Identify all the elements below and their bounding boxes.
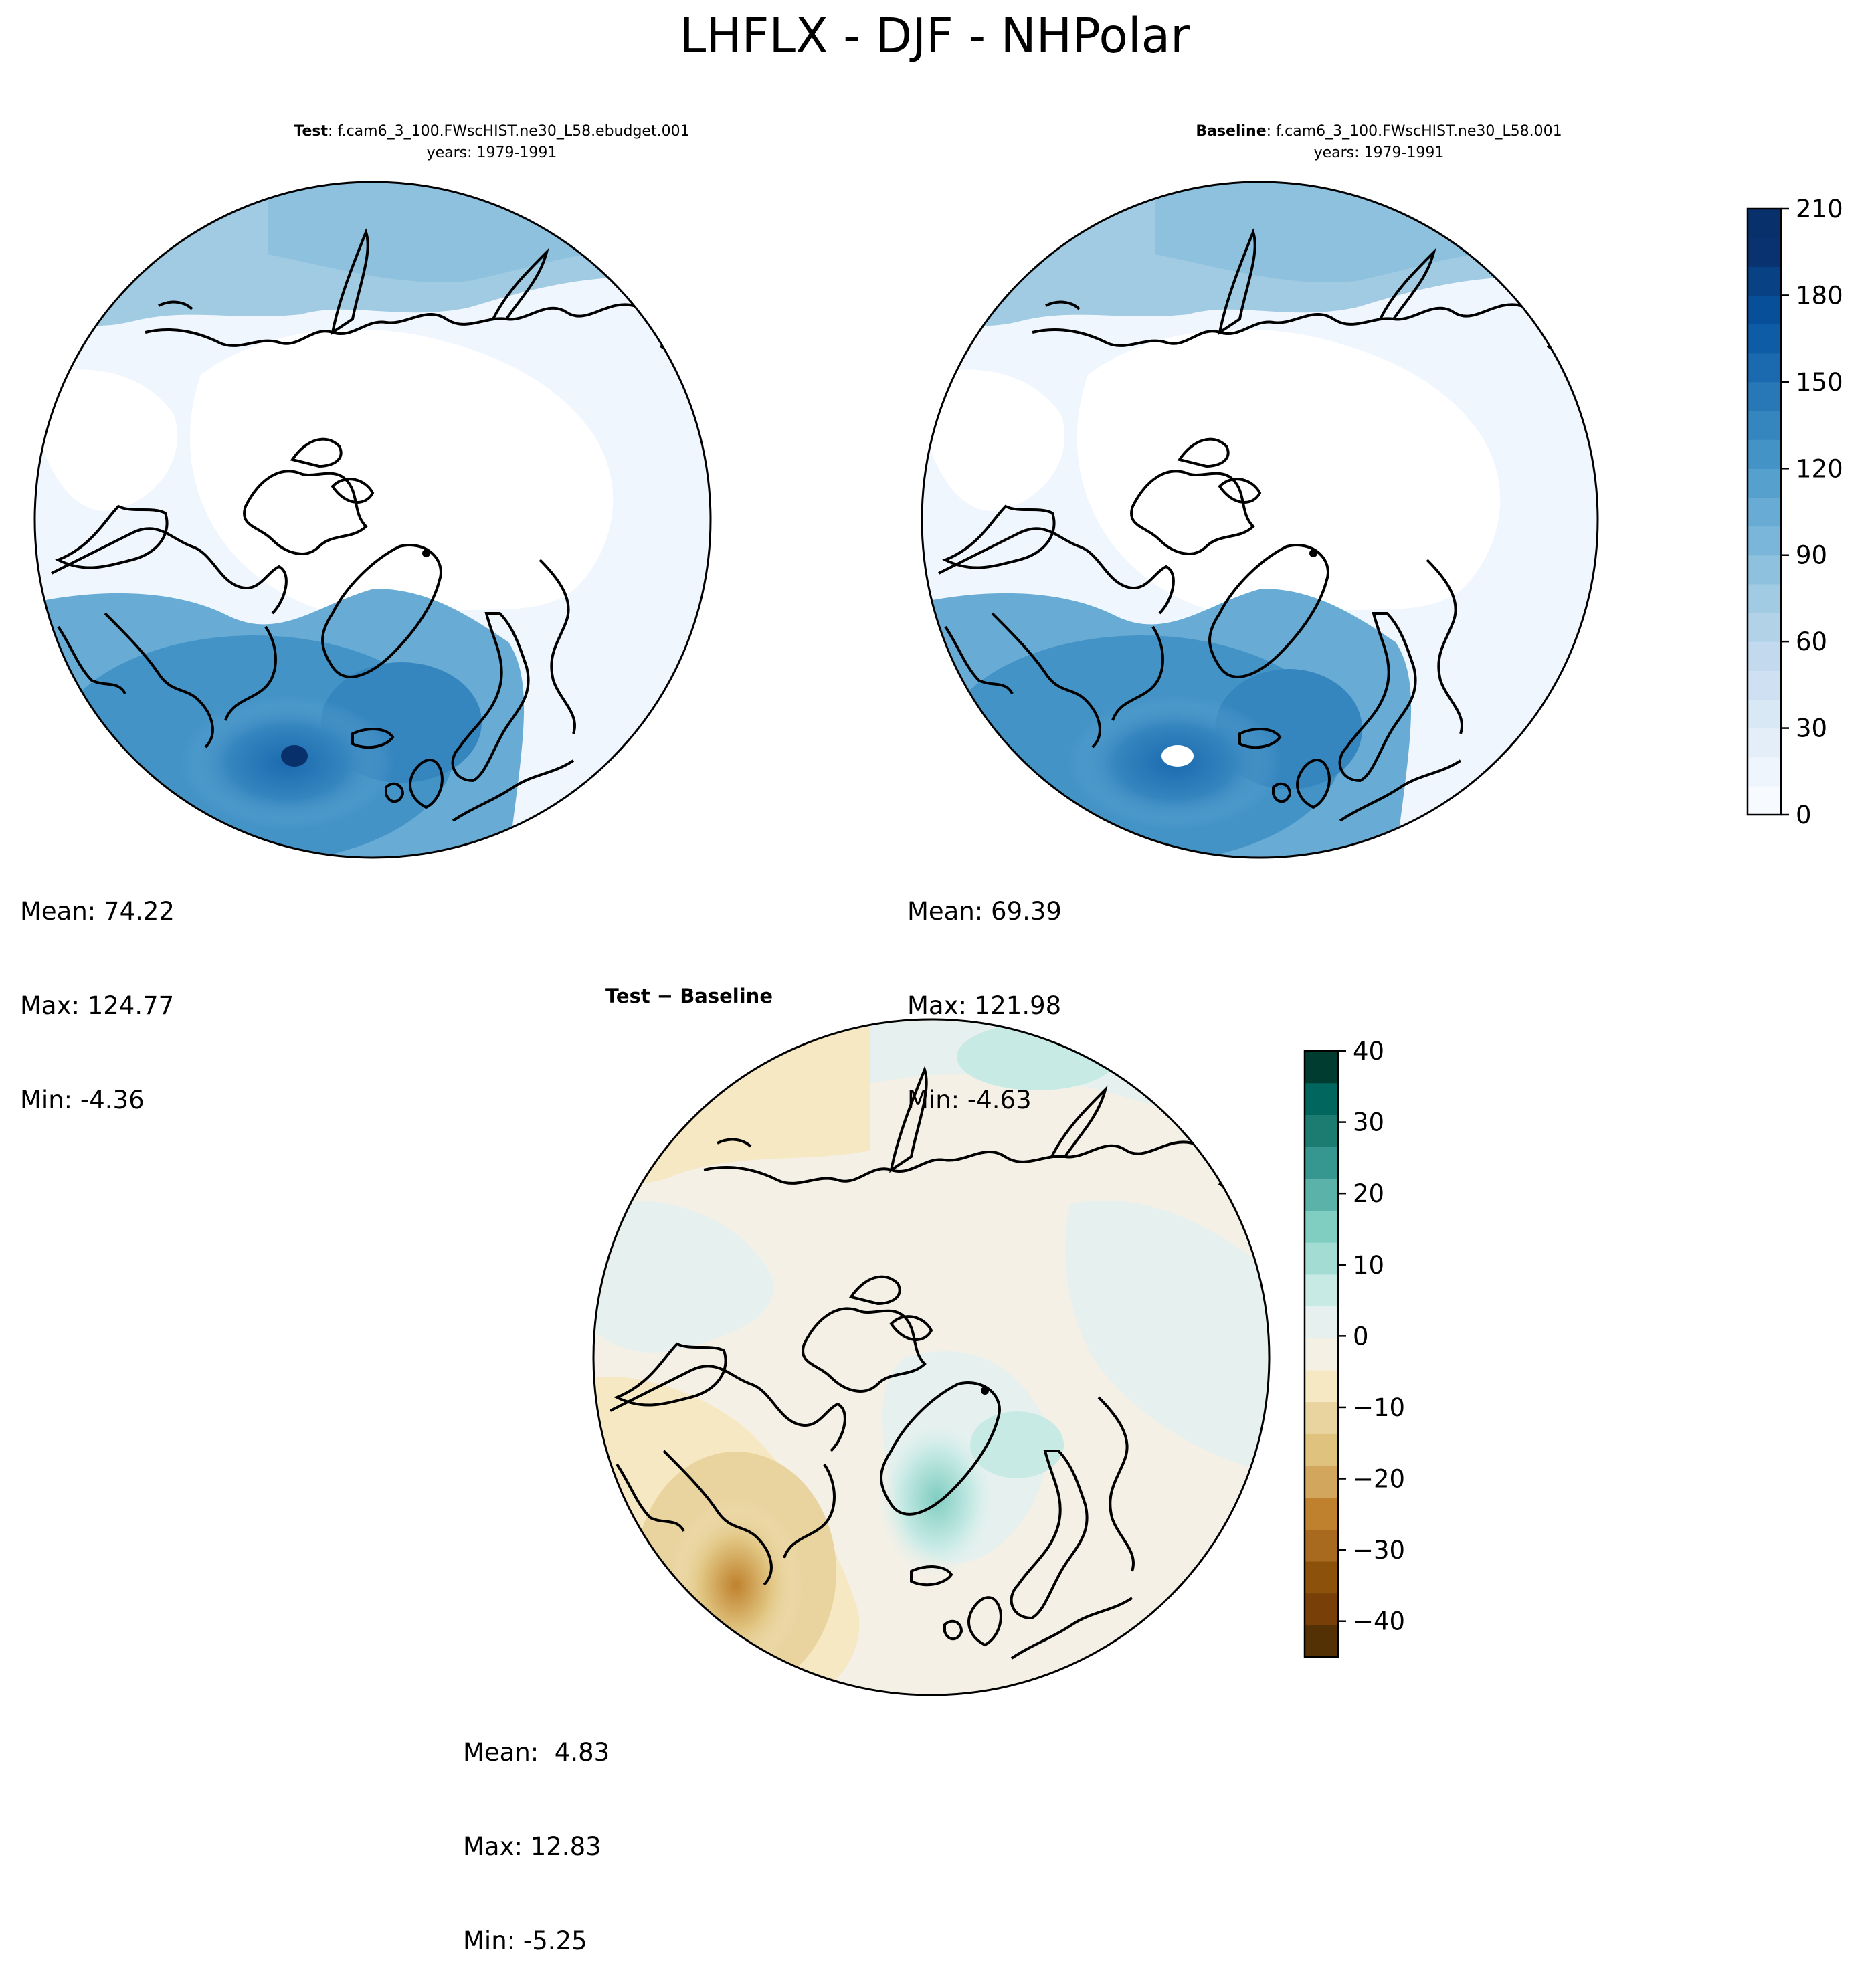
colorbar-main-segment — [1748, 353, 1781, 383]
colorbar-main-tick-label: 120 — [1796, 454, 1843, 483]
colorbar-diff-tick-label: −20 — [1353, 1465, 1405, 1494]
colorbar-diff-segment — [1305, 1274, 1338, 1307]
colorbar-main-segment — [1748, 209, 1781, 238]
colorbar-diff-segment — [1305, 1242, 1338, 1275]
colorbar-main-tick-label: 90 — [1796, 541, 1827, 570]
colorbar-main-segment — [1748, 237, 1781, 267]
colorbar-diff-segment — [1305, 1561, 1338, 1594]
colorbar-main-frame — [1746, 207, 1782, 816]
panel-test-min: Min: -4.36 — [20, 1086, 145, 1114]
colorbar-diff-segment — [1305, 1593, 1338, 1625]
colorbar-main-segment — [1748, 468, 1781, 498]
colorbar-main-segment — [1748, 757, 1781, 787]
colorbar-diff-segment — [1305, 1433, 1338, 1466]
panel-test-title-rest: : f.cam6_3_100.FWscHIST.ne30_L58.ebudget… — [328, 123, 690, 140]
colorbar-main-segment — [1748, 497, 1781, 527]
colorbar-diff-tick-label: 30 — [1353, 1108, 1384, 1137]
panel-baseline-title: Baseline: f.cam6_3_100.FWscHIST.ne30_L58… — [1196, 123, 1562, 140]
colorbar-main-tick-label: 0 — [1796, 801, 1812, 829]
panel-baseline-min: Min: -4.63 — [907, 1086, 1032, 1114]
colorbar-diff-frame — [1303, 1050, 1339, 1658]
colorbar-main-segment — [1748, 526, 1781, 556]
colorbar-main-segment — [1748, 381, 1781, 411]
colorbar-main-segment — [1748, 411, 1781, 440]
colorbar-diff-tick-label: 10 — [1353, 1251, 1384, 1280]
panel-baseline-max: Max: 121.98 — [907, 991, 1062, 1020]
colorbar-main: 0 30 60 90 120 150 180 210 — [1746, 195, 1843, 829]
colorbar-main-tick-label: 150 — [1796, 368, 1843, 397]
colorbar-main-segment — [1748, 670, 1781, 700]
colorbar-diff-segment — [1305, 1338, 1338, 1371]
colorbar-diff-tick-label: −30 — [1353, 1536, 1405, 1565]
panel-test: Test: f.cam6_3_100.FWscHIST.ne30_L58.ebu… — [33, 123, 712, 859]
panel-baseline-years: years: 1979-1991 — [1314, 144, 1444, 161]
colorbar-diff-segment — [1305, 1369, 1338, 1403]
colorbar-main-segment — [1748, 555, 1781, 585]
colorbar-diff-segment — [1305, 1306, 1338, 1338]
colorbar-diff-segment — [1305, 1529, 1338, 1562]
figure: LHFLX - DJF - NHPolar Test: f.cam6_3_100… — [33, 8, 1843, 1696]
panel-test-years: years: 1979-1991 — [427, 144, 557, 161]
colorbar-main-segment — [1748, 583, 1781, 613]
colorbar-diff-segment — [1305, 1082, 1338, 1115]
colorbar-diff-segment — [1305, 1210, 1338, 1243]
panel-baseline-title-rest: : f.cam6_3_100.FWscHIST.ne30_L58.001 — [1267, 123, 1562, 140]
colorbar-diff-segment — [1305, 1465, 1338, 1498]
colorbar-main-segment — [1748, 613, 1781, 642]
colorbar-diff-segment — [1305, 1401, 1338, 1434]
panel-diff: Test − Baseline — [592, 985, 1271, 1696]
colorbar-main-segment — [1748, 439, 1781, 469]
colorbar-diff-segment — [1305, 1147, 1338, 1179]
panel-diff-max: Max: 12.83 — [463, 1832, 601, 1861]
panel-diff-title: Test − Baseline — [605, 985, 773, 1007]
panel-test-mean: Mean: 74.22 — [20, 897, 175, 926]
colorbar-diff: −40 −30 −20 −10 0 10 20 30 40 — [1303, 1037, 1405, 1658]
colorbar-main-tick-label: 180 — [1796, 281, 1843, 310]
panel-diff-map — [593, 1019, 1269, 1695]
colorbar-diff-segment — [1305, 1051, 1338, 1084]
panel-baseline: Baseline: f.cam6_3_100.FWscHIST.ne30_L58… — [921, 123, 1599, 859]
panel-baseline-stats: Mean: 69.39 Max: 121.98 Min: -4.63 — [907, 833, 1062, 1147]
colorbar-diff-segment — [1305, 1625, 1338, 1658]
colorbar-diff-tick-label: 0 — [1353, 1322, 1369, 1351]
panel-test-map — [35, 182, 711, 858]
colorbar-main-segment — [1748, 324, 1781, 354]
colorbar-diff-tick-label: 20 — [1353, 1179, 1384, 1208]
colorbar-main-segment — [1748, 785, 1781, 815]
panel-baseline-title-bold: Baseline — [1196, 123, 1266, 140]
colorbar-main-segment — [1748, 699, 1781, 729]
colorbar-diff-tick-label: −40 — [1353, 1607, 1405, 1636]
colorbar-diff-segment — [1305, 1114, 1338, 1147]
colorbar-main-segment — [1748, 728, 1781, 758]
panel-diff-min: Min: -5.25 — [463, 1926, 587, 1955]
colorbar-main-segment — [1748, 641, 1781, 671]
panel-test-stats: Mean: 74.22 Max: 124.77 Min: -4.36 — [20, 833, 175, 1147]
colorbar-main-tick-label: 30 — [1796, 714, 1827, 743]
colorbar-main-segment — [1748, 295, 1781, 325]
colorbar-main-tick-label: 60 — [1796, 627, 1827, 656]
panel-test-title: Test: f.cam6_3_100.FWscHIST.ne30_L58.ebu… — [294, 123, 689, 140]
panel-test-title-bold: Test — [294, 123, 328, 140]
panel-test-max: Max: 124.77 — [20, 991, 175, 1020]
colorbar-main-segment — [1748, 266, 1781, 296]
panel-baseline-mean: Mean: 69.39 — [907, 897, 1062, 926]
colorbar-diff-segment — [1305, 1178, 1338, 1211]
colorbar-diff-segment — [1305, 1497, 1338, 1530]
colorbar-diff-tick-label: −10 — [1353, 1393, 1405, 1422]
panel-diff-mean: Mean: 4.83 — [463, 1738, 610, 1767]
figure-title: LHFLX - DJF - NHPolar — [680, 8, 1190, 64]
colorbar-main-tick-label: 210 — [1796, 195, 1843, 223]
colorbar-diff-tick-label: 40 — [1353, 1037, 1384, 1066]
panel-diff-stats: Mean: 4.83 Max: 12.83 Min: -5.25 — [463, 1674, 610, 1988]
